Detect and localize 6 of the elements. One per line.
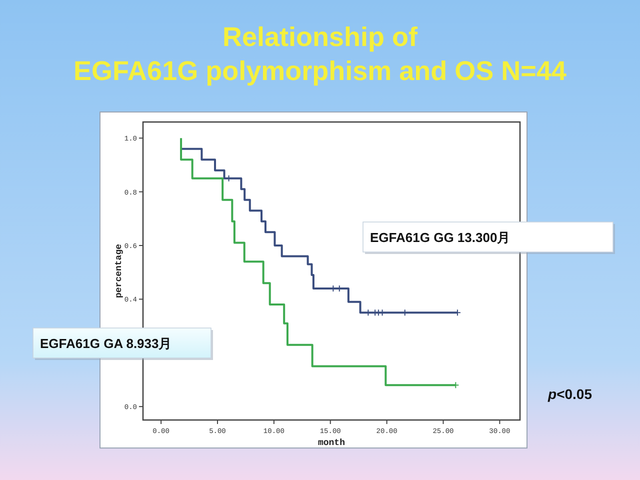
x-axis-title: month: [318, 438, 346, 448]
y-axis-title: percentage: [114, 244, 124, 298]
annotation: EGFA61G GG 13.300月: [370, 230, 510, 245]
chart-title: Relationship of EGFA61G polymorphism and OS N=44: [74, 22, 566, 86]
text: p<0.05: [547, 386, 592, 402]
annotation: EGFA61G GA 8.933月: [40, 336, 172, 351]
